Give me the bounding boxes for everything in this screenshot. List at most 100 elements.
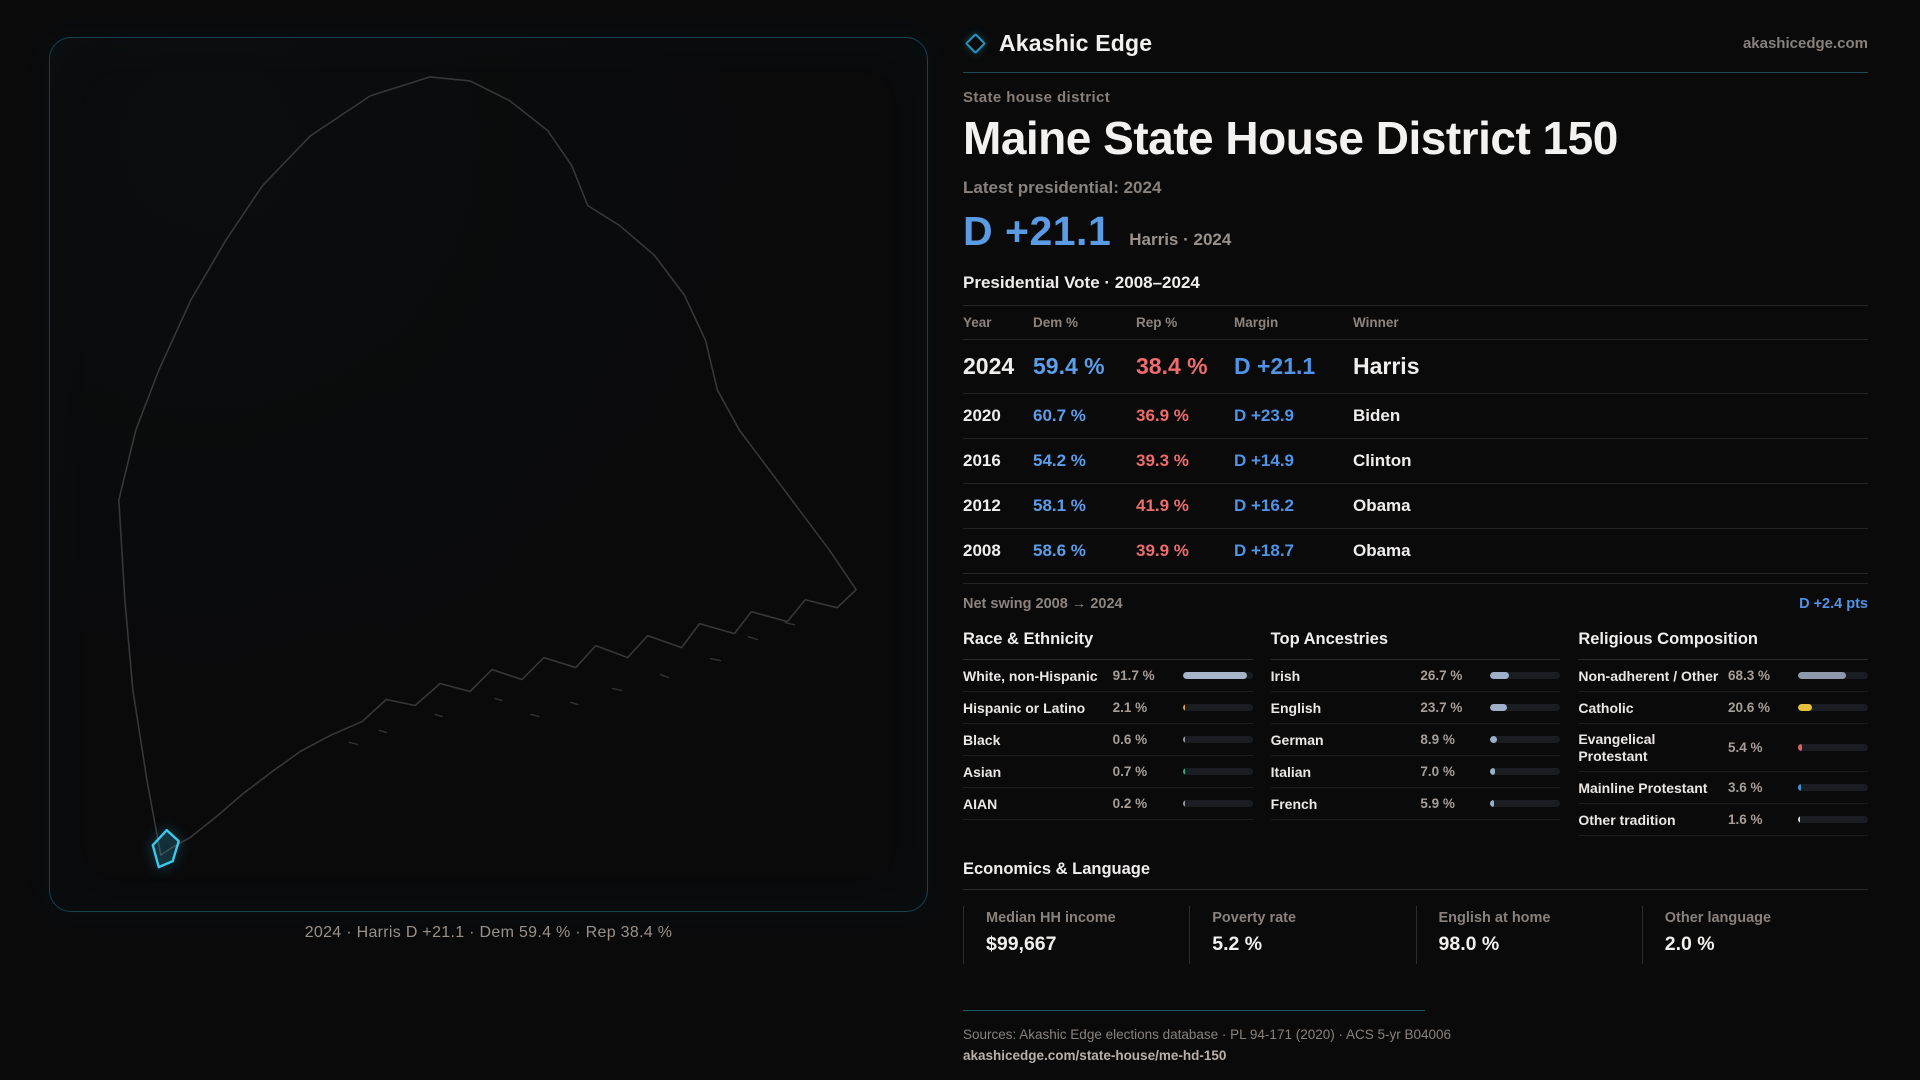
demo-row: AIAN 0.2 % [963,788,1253,821]
header: Akashic Edge akashicedge.com [963,30,1868,73]
demo-row: Non-adherent / Other 68.3 % [1578,660,1868,693]
demo-label: Catholic [1578,699,1634,716]
demo-value: 0.7 % [1112,764,1148,780]
demo-bar [1490,736,1561,744]
demo-row: Italian 7.0 % [1270,756,1561,789]
report-panel: Akashic Edge akashicedge.com State house… [963,30,1868,1063]
headline-margin-value: D +21.1 [963,208,1112,255]
demo-value: 0.2 % [1112,796,1148,812]
demo-label: Mainline Protestant [1578,779,1708,796]
dem-cell: 59.4 % [1033,353,1105,380]
demo-value: 26.7 % [1420,668,1463,684]
demo-row: French 5.9 % [1270,788,1561,821]
net-swing-row: Net swing 2008 → 2024 D +2.4 pts [963,583,1868,612]
demo-row: Other tradition 1.6 % [1578,804,1868,837]
demo-row: Asian 0.7 % [963,756,1253,789]
dem-cell: 58.1 % [1033,496,1086,516]
col-margin: Margin [1234,315,1279,331]
eyebrow-label: State house district [963,89,1111,106]
year-cell: 2016 [963,451,1001,471]
stat-label: Median HH income [986,910,1116,927]
stat-value: 5.2 % [1212,933,1263,956]
stat-label: English at home [1438,910,1551,927]
coastal-islands [348,602,825,746]
page-title: Maine State House District 150 [963,112,1618,164]
brand-name: Akashic Edge [999,30,1153,56]
section-title: Top Ancestries [1270,630,1561,661]
section-title: Religious Composition [1578,630,1868,661]
winner-cell: Clinton [1353,451,1412,471]
permalink[interactable]: akashicedge.com/state-house/me-hd-150 [963,1048,1227,1064]
margin-cell: D +14.9 [1234,451,1295,471]
demo-label: Other tradition [1578,811,1676,828]
margin-cell: D +18.7 [1234,541,1295,561]
stat-value: 98.0 % [1438,933,1500,956]
demo-bar [1797,816,1868,824]
demo-label: Evangelical Protestant [1578,731,1656,764]
rep-cell: 36.9 % [1136,406,1189,426]
vote-table-header: Year Dem % Rep % Margin Winner [963,305,1868,341]
year-cell: 2012 [963,496,1001,516]
headline-margin-row: D +21.1 Harris · 2024 [963,208,1868,255]
demo-value: 3.6 % [1727,780,1763,796]
demo-label: French [1270,795,1318,812]
year-cell: 2008 [963,541,1001,561]
demo-bar [1182,768,1253,776]
demo-bar [1490,704,1561,712]
race-ethnicity-column: Race & Ethnicity White, non-Hispanic 91.… [963,630,1253,836]
vote-row-2016: 2016 54.2 % 39.3 % D +14.9 Clinton [963,438,1868,483]
stat-english-at-home: English at home 98.0 % [1415,906,1642,965]
demo-bar [1797,744,1868,752]
demo-bar [1182,736,1253,744]
winner-cell: Obama [1353,541,1411,561]
margin-cell: D +23.9 [1234,406,1295,426]
demo-label: AIAN [963,795,998,812]
stat-label: Other language [1664,910,1772,927]
demo-row: Hispanic or Latino 2.1 % [963,692,1253,725]
vote-table: Year Dem % Rep % Margin Winner 2024 59.4… [963,305,1868,575]
vote-row-2012: 2012 58.1 % 41.9 % D +16.2 Obama [963,483,1868,528]
demo-label: Hispanic or Latino [963,699,1086,716]
demo-value: 8.9 % [1420,732,1455,748]
dem-cell: 54.2 % [1033,451,1086,471]
demo-row: White, non-Hispanic 91.7 % [963,660,1253,693]
demo-bar [1182,704,1253,712]
brand-domain-link[interactable]: akashicedge.com [1742,35,1868,52]
maine-map [118,76,857,869]
maine-outline [118,76,857,856]
margin-cell: D +16.2 [1234,496,1295,516]
stat-label: Poverty rate [1212,910,1297,927]
diamond-logo-icon [964,32,987,55]
demo-row: English 23.7 % [1270,692,1561,725]
dem-cell: 60.7 % [1033,406,1086,426]
rep-cell: 38.4 % [1136,353,1208,380]
demo-value: 7.0 % [1420,764,1455,780]
vote-row-2024: 2024 59.4 % 38.4 % D +21.1 Harris [963,340,1868,393]
demo-bar [1797,704,1868,712]
economics-section: Economics & Language Median HH income $9… [963,860,1868,965]
footer-divider [963,1010,1425,1012]
vote-table-title: Presidential Vote · 2008–2024 [963,273,1200,293]
brand: Akashic Edge [963,30,1152,57]
net-swing-value: D +2.4 pts [1799,596,1868,613]
demo-label: Asian [963,763,1002,780]
stat-other-language: Other language 2.0 % [1641,906,1868,965]
map-caption: 2024 · Harris D +21.1 · Dem 59.4 % · Rep… [304,924,673,941]
economics-title: Economics & Language [963,860,1868,891]
rep-cell: 39.3 % [1136,451,1189,471]
col-winner: Winner [1353,315,1399,331]
demo-label: Italian [1270,763,1312,780]
stat-median-income: Median HH income $99,667 [963,906,1189,965]
dem-cell: 58.6 % [1033,541,1086,561]
vote-row-2020: 2020 60.7 % 36.9 % D +23.9 Biden [963,393,1868,438]
demo-row: Catholic 20.6 % [1578,692,1868,725]
demo-value: 1.6 % [1727,812,1763,828]
district-highlight [151,828,180,869]
sources-text: Sources: Akashic Edge elections database… [963,1027,1452,1043]
demo-value: 20.6 % [1727,700,1771,716]
demo-label: Black [963,731,1001,748]
stat-value: $99,667 [986,933,1057,956]
religion-column: Religious Composition Non-adherent / Oth… [1578,630,1868,837]
winner-cell: Harris [1353,353,1420,380]
stat-poverty-rate: Poverty rate 5.2 % [1189,906,1415,965]
